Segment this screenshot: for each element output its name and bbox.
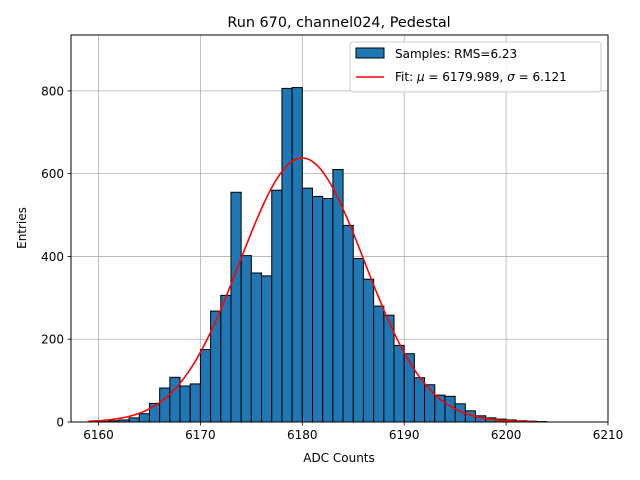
- legend-fit-sigma-symbol: σ: [507, 70, 515, 84]
- histogram-bar: [342, 224, 354, 423]
- y-axis-label: Entries: [15, 207, 29, 249]
- histogram-bar: [352, 258, 364, 423]
- histogram-bar: [230, 191, 242, 423]
- histogram-bar: [179, 385, 191, 423]
- x-tick-label: 6200: [491, 428, 522, 442]
- histogram-bar: [240, 255, 252, 423]
- histogram-bar: [271, 189, 283, 423]
- y-tick-label: 0: [56, 416, 64, 430]
- histogram-bar: [159, 387, 171, 423]
- histogram-bar: [362, 278, 375, 423]
- histogram-bar: [291, 87, 303, 423]
- chart-title: Run 670, channel024, Pedestal: [227, 15, 450, 31]
- histogram-bar: [393, 344, 405, 423]
- histogram-bar: [220, 294, 232, 423]
- x-tick-label: 6210: [593, 428, 624, 442]
- histogram-bar: [444, 395, 456, 423]
- x-tick-label: 6160: [83, 428, 114, 442]
- fit-curve: [88, 157, 537, 423]
- histogram-bar: [281, 87, 293, 423]
- axes-frame: [70, 34, 609, 423]
- y-tick-label: 200: [41, 333, 64, 347]
- histogram-bar: [301, 187, 313, 423]
- y-axis-ticks: 0 200 400 600 800: [41, 84, 71, 430]
- x-tick-label: 6190: [389, 428, 420, 442]
- histogram-bar: [250, 272, 263, 423]
- histogram-bar: [138, 413, 150, 423]
- legend-label-fit: Fit: μ = 6179.989, σ = 6.121: [395, 70, 567, 84]
- x-axis-ticks: 6160 6170 6180 6190 6200 6210: [83, 422, 623, 442]
- legend: Samples: RMS=6.23 Fit: μ = 6179.989, σ =…: [349, 41, 602, 93]
- legend-box: [349, 41, 602, 93]
- y-tick-label: 800: [41, 84, 64, 98]
- histogram-bar: [261, 275, 273, 423]
- legend-label-samples: Samples: RMS=6.23: [395, 47, 517, 61]
- histogram-bar: [199, 349, 212, 423]
- y-tick-label: 400: [41, 250, 64, 264]
- histogram-bar: [373, 305, 385, 423]
- y-tick-label: 600: [41, 167, 64, 181]
- x-tick-label: 6170: [185, 428, 216, 442]
- histogram-bar: [322, 197, 334, 423]
- histogram-bar: [403, 353, 415, 423]
- legend-fit-mu-symbol: μ: [416, 70, 425, 84]
- x-tick-label: 6180: [287, 428, 318, 442]
- legend-fit-sigma-value: = 6.121: [515, 70, 567, 84]
- histogram-bar: [189, 383, 201, 423]
- legend-fit-mu-value: = 6179.989,: [425, 70, 508, 84]
- x-axis-label: ADC Counts: [303, 451, 375, 465]
- histogram-bar: [311, 195, 324, 423]
- histogram-bar: [128, 417, 140, 423]
- legend-swatch-samples: [355, 47, 385, 59]
- legend-fit-prefix: Fit:: [395, 70, 417, 84]
- histogram-bar: [413, 377, 426, 423]
